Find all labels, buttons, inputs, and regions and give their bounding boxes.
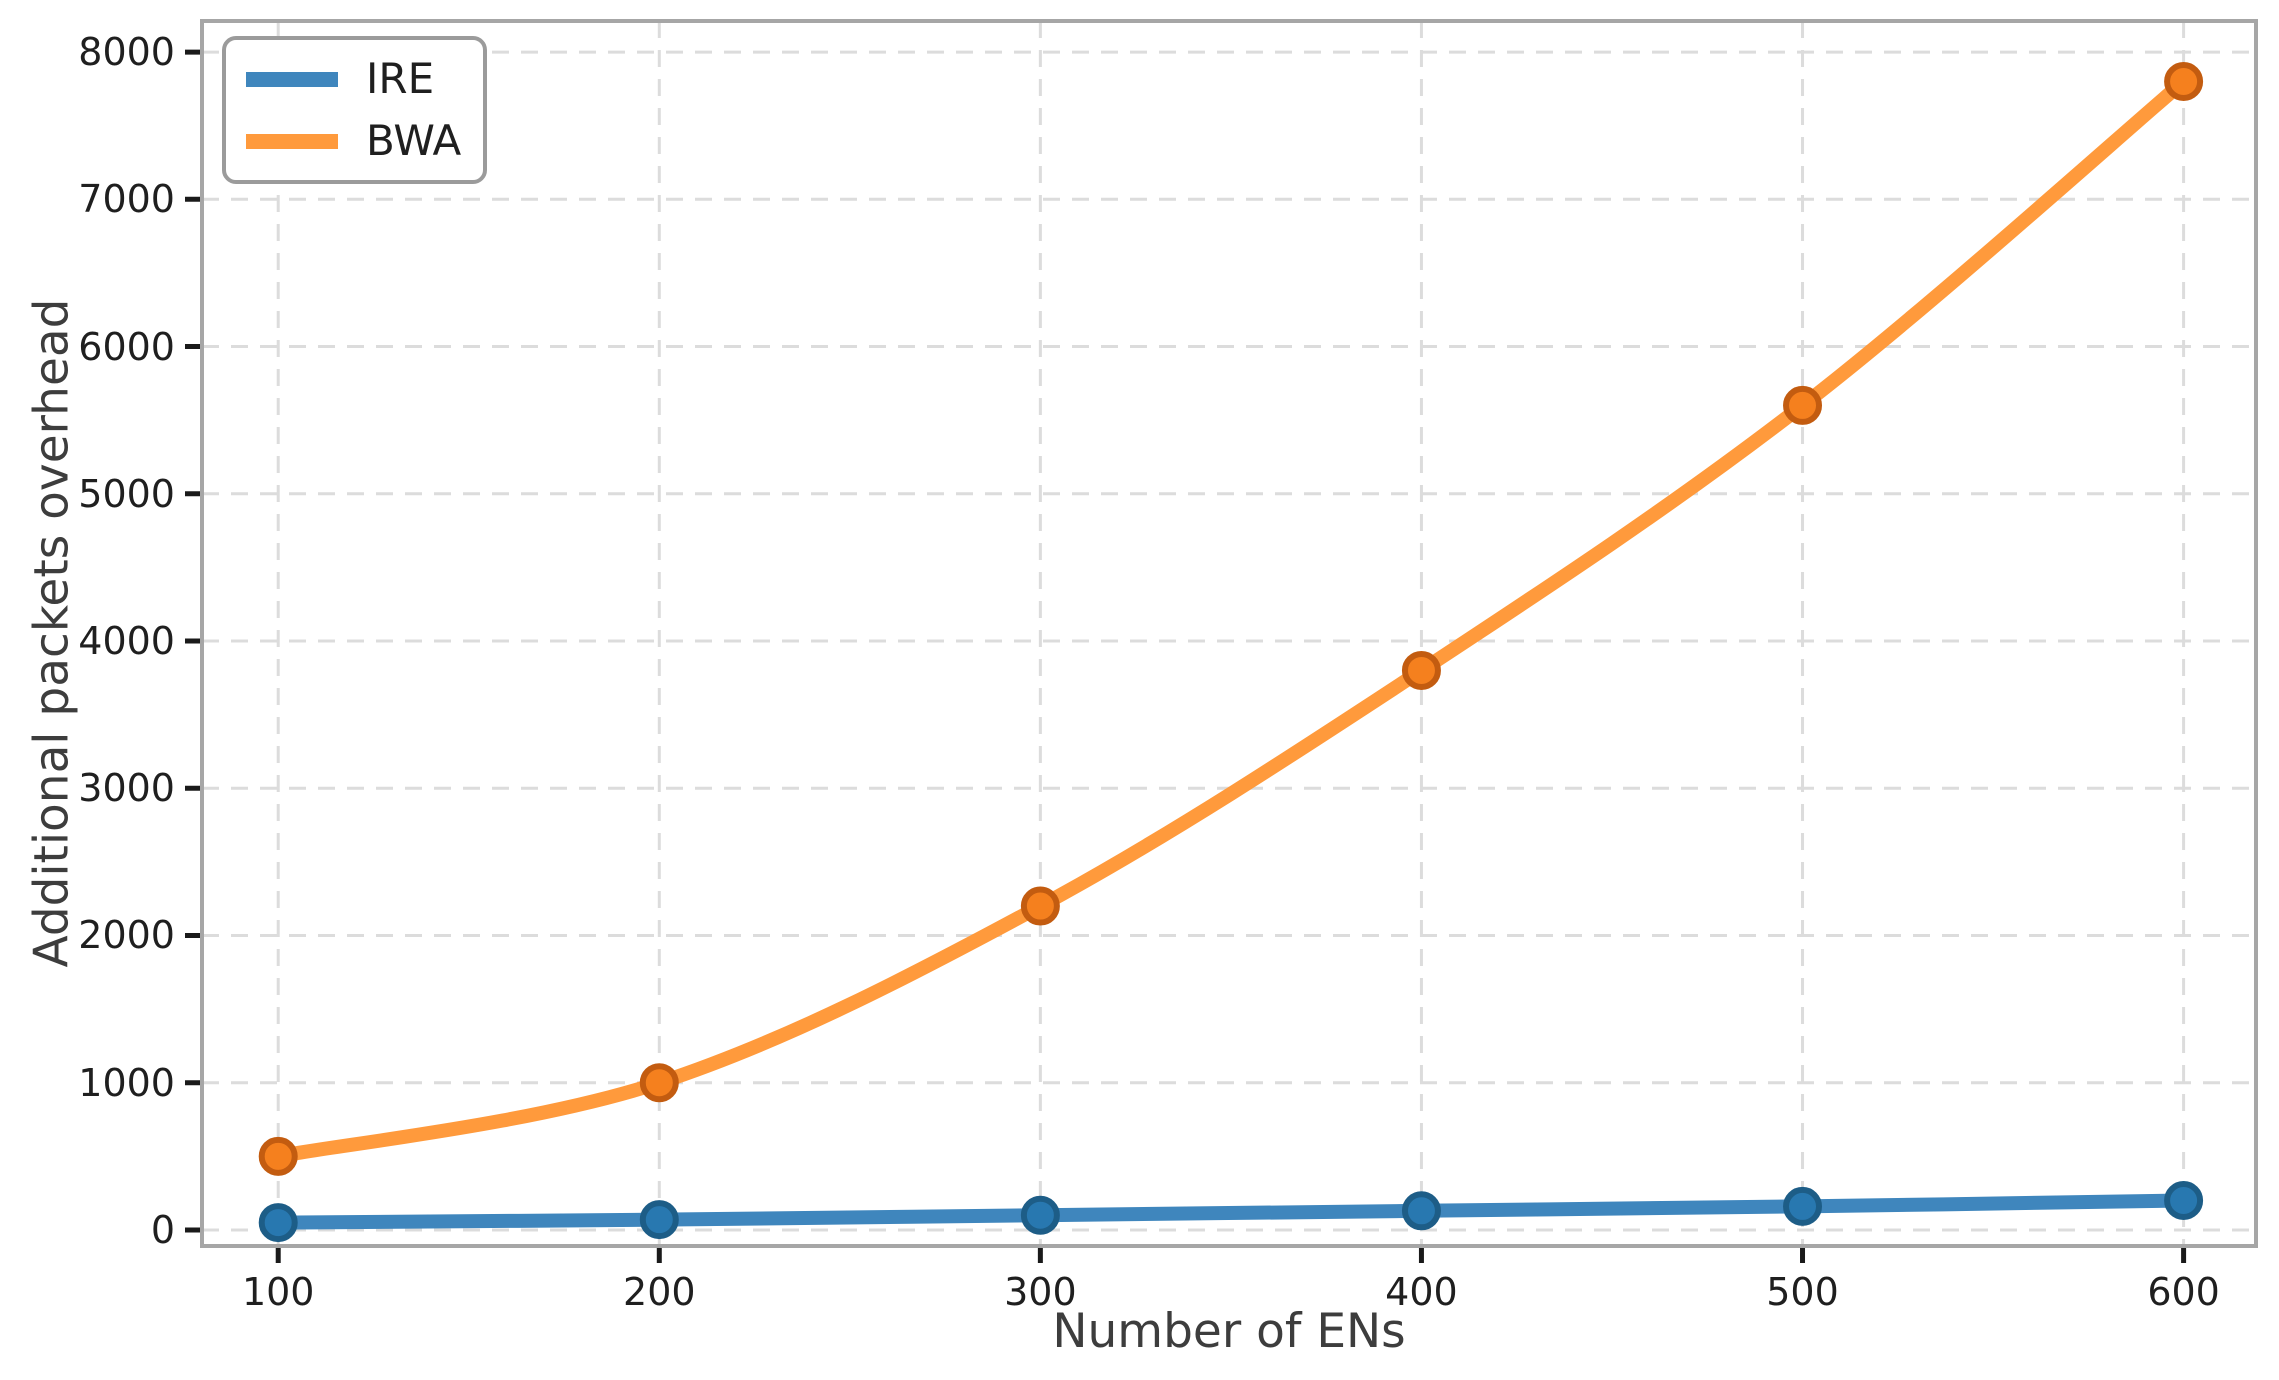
y-tick-label: 7000	[78, 177, 175, 222]
data-point-ire	[1783, 1186, 1823, 1226]
data-point-ire	[1401, 1191, 1441, 1231]
y-tick-label: 0	[150, 1207, 175, 1252]
x-tick-label: 300	[1004, 1270, 1077, 1314]
data-point-ire	[258, 1203, 298, 1243]
y-tick-label: 6000	[78, 324, 175, 369]
x-tick-label: 400	[1385, 1270, 1458, 1314]
data-point-bwa	[2164, 62, 2204, 102]
legend-item-ire: IRE	[246, 56, 461, 102]
data-point-bwa	[639, 1063, 679, 1103]
legend-item-bwa: BWA	[246, 118, 461, 164]
y-tick-label: 1000	[78, 1060, 175, 1105]
legend: IRE BWA	[222, 36, 488, 184]
legend-label-bwa: BWA	[366, 116, 462, 165]
data-point-ire	[1020, 1195, 1060, 1235]
x-tick-label: 500	[1766, 1270, 1839, 1314]
data-point-ire	[2164, 1181, 2204, 1221]
legend-swatch-ire	[246, 71, 338, 87]
data-point-bwa	[1401, 650, 1441, 690]
y-tick-label: 4000	[78, 619, 175, 663]
legend-label-ire: IRE	[366, 54, 435, 103]
data-point-bwa	[1020, 886, 1060, 926]
data-point-bwa	[258, 1136, 298, 1176]
series-line-ire	[271, 1193, 2191, 1230]
y-tick-label: 2000	[78, 913, 175, 958]
y-tick-label: 8000	[78, 30, 175, 75]
x-tick-label: 200	[623, 1270, 696, 1314]
series-line-bwa	[271, 74, 2191, 1164]
data-point-bwa	[1783, 385, 1823, 425]
plot-border	[200, 19, 2258, 1248]
legend-swatch-bwa	[246, 133, 338, 149]
data-point-ire	[639, 1200, 679, 1240]
x-tick-label: 100	[241, 1270, 315, 1314]
x-tick-label: 600	[2147, 1270, 2220, 1314]
y-tick-label: 3000	[78, 766, 175, 811]
y-tick-label: 5000	[78, 471, 175, 516]
x-axis-label: Number of ENs	[1052, 1304, 1406, 1359]
